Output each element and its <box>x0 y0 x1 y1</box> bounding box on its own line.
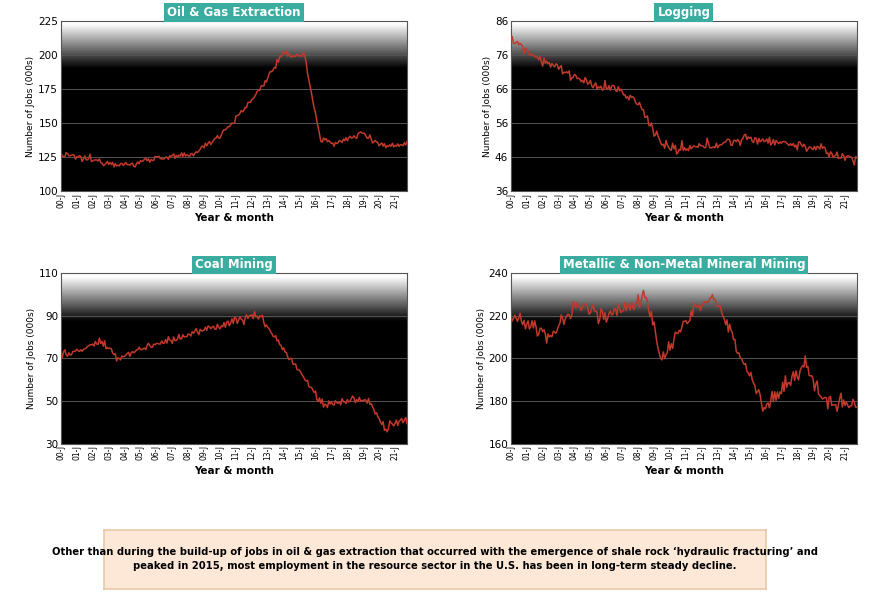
Y-axis label: Number of Jobs (000s): Number of Jobs (000s) <box>26 55 36 156</box>
Y-axis label: Number of Jobs (000s): Number of Jobs (000s) <box>476 308 485 409</box>
Text: Coal Mining: Coal Mining <box>195 258 273 271</box>
Text: Logging: Logging <box>657 6 710 19</box>
Text: Oil & Gas Extraction: Oil & Gas Extraction <box>167 6 301 19</box>
Y-axis label: Number of Jobs (000s): Number of Jobs (000s) <box>27 308 36 409</box>
X-axis label: Year & month: Year & month <box>643 214 723 224</box>
Text: Other than during the build-up of jobs in oil & gas extraction that occurred wit: Other than during the build-up of jobs i… <box>52 547 817 571</box>
X-axis label: Year & month: Year & month <box>643 466 723 476</box>
Y-axis label: Number of Jobs (000s): Number of Jobs (000s) <box>482 55 492 156</box>
X-axis label: Year & month: Year & month <box>194 466 274 476</box>
Text: Metallic & Non-Metal Mineral Mining: Metallic & Non-Metal Mineral Mining <box>562 258 805 271</box>
X-axis label: Year & month: Year & month <box>194 214 274 224</box>
